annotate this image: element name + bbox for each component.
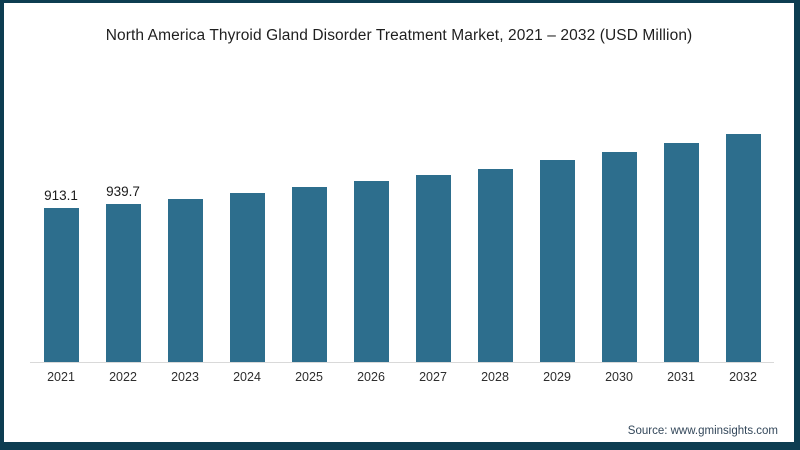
x-tick-label: 2021	[47, 370, 75, 384]
bar	[477, 169, 513, 362]
bar-group	[340, 134, 402, 362]
bar-group	[588, 134, 650, 362]
bar-group	[526, 134, 588, 362]
x-axis-line	[30, 362, 774, 363]
chart-title: North America Thyroid Gland Disorder Tre…	[105, 27, 693, 44]
bar-group	[712, 134, 774, 362]
source-attribution: Source: www.gminsights.com	[627, 425, 778, 437]
bar	[167, 199, 203, 362]
bar-group: 939.7	[92, 134, 154, 362]
bar-group	[402, 134, 464, 362]
bar	[725, 134, 761, 362]
x-tick-label: 2024	[233, 370, 261, 384]
bar	[291, 187, 327, 362]
x-tick-label: 2030	[605, 370, 633, 384]
x-tick-label: 2022	[109, 370, 137, 384]
x-tick-label: 2027	[419, 370, 447, 384]
x-tick-label: 2026	[357, 370, 385, 384]
x-tick-label: 2025	[295, 370, 323, 384]
x-tick-label: 2031	[667, 370, 695, 384]
bar-plot-area: 913.1 939.7	[30, 134, 774, 362]
x-tick-label: 2023	[171, 370, 199, 384]
x-tick-label: 2028	[481, 370, 509, 384]
bar	[415, 175, 451, 362]
bar-group	[154, 134, 216, 362]
x-axis-tick-labels: 2021 2022 2023 2024 2025 2026 2027 2028 2029 2030…	[30, 370, 774, 384]
bar-value-label: 913.1	[44, 188, 78, 203]
bar-group	[278, 134, 340, 362]
bar	[539, 160, 575, 362]
bar-value-label: 939.7	[106, 184, 140, 199]
bar	[601, 152, 637, 362]
bar-group	[216, 134, 278, 362]
bar	[353, 181, 389, 362]
bar	[43, 208, 79, 362]
x-tick-label: 2029	[543, 370, 571, 384]
bar-group	[464, 134, 526, 362]
bar-group: 913.1	[30, 134, 92, 362]
bar-group	[650, 134, 712, 362]
x-tick-label: 2032	[729, 370, 757, 384]
bar	[229, 193, 265, 362]
bar	[663, 143, 699, 362]
bar	[105, 204, 141, 362]
